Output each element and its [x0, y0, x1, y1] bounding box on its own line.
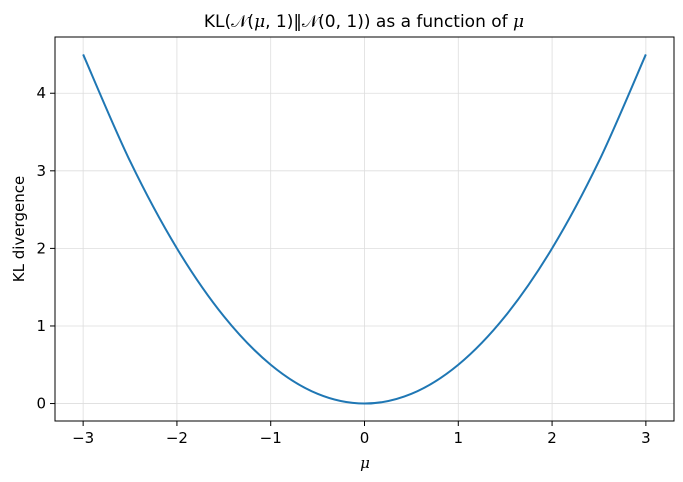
series-layer	[82, 54, 647, 405]
title-prefix: KL(𝒩(	[204, 12, 254, 32]
x-tick-label: 3	[641, 429, 651, 447]
x-tick-label: 0	[360, 429, 370, 447]
ticks: −3 −2 −1 0 1 2 3 0 1 2 3 4	[36, 84, 650, 447]
y-tick-label: 4	[36, 84, 46, 102]
title-mid: , 1)‖𝒩(0, 1)) as a function of	[265, 12, 513, 32]
grid	[55, 37, 674, 421]
y-tick-label: 1	[36, 317, 46, 335]
chart-title: KL(𝒩(μ, 1)‖𝒩(0, 1)) as a function of μ	[204, 12, 524, 32]
title-mu: μ	[254, 12, 265, 32]
x-tick-label: −3	[72, 429, 94, 447]
x-axis-label: μ	[360, 454, 370, 472]
x-tick-label: −1	[260, 429, 282, 447]
x-tick-label: −2	[166, 429, 188, 447]
x-tick-label: 2	[547, 429, 557, 447]
y-axis-label: KL divergence	[10, 176, 28, 282]
y-tick-label: 0	[36, 395, 46, 413]
x-tick-label: 1	[454, 429, 464, 447]
y-tick-label: 3	[36, 162, 46, 180]
series-line	[82, 54, 647, 405]
y-tick-label: 2	[36, 239, 46, 257]
title-suffix-mu: μ	[513, 12, 524, 32]
